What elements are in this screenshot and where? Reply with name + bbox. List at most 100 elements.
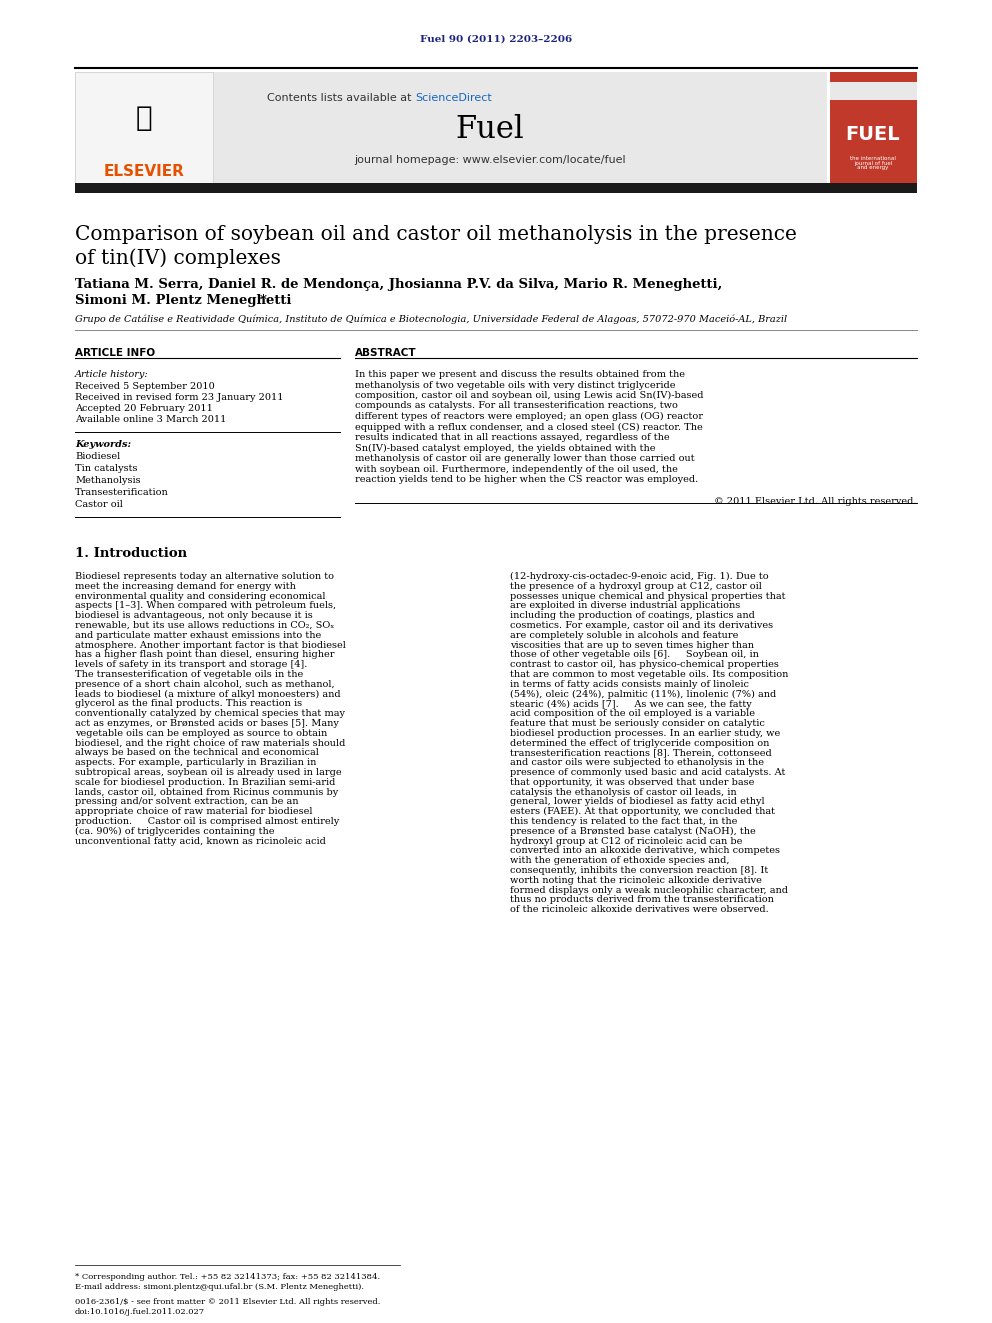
Text: (12-hydroxy-cis-octadec-9-enoic acid, Fig. 1). Due to: (12-hydroxy-cis-octadec-9-enoic acid, Fi… bbox=[510, 572, 769, 581]
Bar bbox=[830, 82, 917, 101]
Text: Received 5 September 2010: Received 5 September 2010 bbox=[75, 382, 214, 392]
Text: and castor oils were subjected to ethanolysis in the: and castor oils were subjected to ethano… bbox=[510, 758, 764, 767]
Text: The transesterification of vegetable oils in the: The transesterification of vegetable oil… bbox=[75, 669, 304, 679]
Text: esters (FAEE). At that opportunity, we concluded that: esters (FAEE). At that opportunity, we c… bbox=[510, 807, 775, 816]
Text: of the ricinoleic alkoxide derivatives were observed.: of the ricinoleic alkoxide derivatives w… bbox=[510, 905, 769, 914]
Text: Tatiana M. Serra, Daniel R. de Mendonça, Jhosianna P.V. da Silva, Mario R. Meneg: Tatiana M. Serra, Daniel R. de Mendonça,… bbox=[75, 278, 722, 291]
Text: Accepted 20 February 2011: Accepted 20 February 2011 bbox=[75, 404, 213, 413]
Text: renewable, but its use allows reductions in CO₂, SOₓ: renewable, but its use allows reductions… bbox=[75, 620, 334, 630]
Text: in terms of fatty acids consists mainly of linoleic: in terms of fatty acids consists mainly … bbox=[510, 680, 749, 689]
Text: levels of safety in its transport and storage [4].: levels of safety in its transport and st… bbox=[75, 660, 308, 669]
Text: meet the increasing demand for energy with: meet the increasing demand for energy wi… bbox=[75, 582, 296, 591]
Text: production.     Castor oil is comprised almost entirely: production. Castor oil is comprised almo… bbox=[75, 818, 339, 826]
Text: methanolysis of two vegetable oils with very distinct triglyceride: methanolysis of two vegetable oils with … bbox=[355, 381, 676, 389]
Text: presence of a Brønsted base catalyst (NaOH), the: presence of a Brønsted base catalyst (Na… bbox=[510, 827, 756, 836]
Text: subtropical areas, soybean oil is already used in large: subtropical areas, soybean oil is alread… bbox=[75, 767, 341, 777]
Text: In this paper we present and discuss the results obtained from the: In this paper we present and discuss the… bbox=[355, 370, 685, 378]
Text: act as enzymes, or Brønsted acids or bases [5]. Many: act as enzymes, or Brønsted acids or bas… bbox=[75, 718, 339, 728]
Text: Biodiesel: Biodiesel bbox=[75, 452, 120, 460]
Text: this tendency is related to the fact that, in the: this tendency is related to the fact tha… bbox=[510, 818, 737, 826]
Text: always be based on the technical and economical: always be based on the technical and eco… bbox=[75, 749, 318, 757]
Text: worth noting that the ricinoleic alkoxide derivative: worth noting that the ricinoleic alkoxid… bbox=[510, 876, 762, 885]
Text: Grupo de Catálise e Reatividade Química, Instituto de Química e Biotecnologia, U: Grupo de Catálise e Reatividade Química,… bbox=[75, 315, 787, 324]
Text: 🌳: 🌳 bbox=[136, 105, 153, 132]
Text: Fuel 90 (2011) 2203–2206: Fuel 90 (2011) 2203–2206 bbox=[420, 34, 572, 44]
Text: the international: the international bbox=[850, 156, 896, 160]
Text: feature that must be seriously consider on catalytic: feature that must be seriously consider … bbox=[510, 718, 765, 728]
Bar bbox=[830, 71, 917, 185]
Text: transesterification reactions [8]. Therein, cottonseed: transesterification reactions [8]. There… bbox=[510, 749, 772, 757]
Text: including the production of coatings, plastics and: including the production of coatings, pl… bbox=[510, 611, 755, 620]
Text: biodiesel is advantageous, not only because it is: biodiesel is advantageous, not only beca… bbox=[75, 611, 312, 620]
Text: and energy: and energy bbox=[857, 165, 889, 171]
Text: results indicated that in all reactions assayed, regardless of the: results indicated that in all reactions … bbox=[355, 433, 670, 442]
Text: Article history:: Article history: bbox=[75, 370, 149, 378]
Text: environmental quality and considering economical: environmental quality and considering ec… bbox=[75, 591, 325, 601]
Text: Available online 3 March 2011: Available online 3 March 2011 bbox=[75, 415, 226, 423]
Text: contrast to castor oil, has physico-chemical properties: contrast to castor oil, has physico-chem… bbox=[510, 660, 779, 669]
Text: ELSEVIER: ELSEVIER bbox=[103, 164, 185, 180]
Text: *: * bbox=[260, 294, 267, 307]
Text: presence of commonly used basic and acid catalysts. At: presence of commonly used basic and acid… bbox=[510, 767, 786, 777]
Text: appropriate choice of raw material for biodiesel: appropriate choice of raw material for b… bbox=[75, 807, 312, 816]
Text: Biodiesel represents today an alternative solution to: Biodiesel represents today an alternativ… bbox=[75, 572, 334, 581]
Text: thus no products derived from the transesterification: thus no products derived from the transe… bbox=[510, 896, 774, 905]
Text: Tin catalysts: Tin catalysts bbox=[75, 464, 138, 474]
Text: stearic (4%) acids [7].     As we can see, the fatty: stearic (4%) acids [7]. As we can see, t… bbox=[510, 700, 752, 709]
Bar bbox=[75, 71, 213, 185]
Text: 1. Introduction: 1. Introduction bbox=[75, 546, 187, 560]
Text: biodiesel production processes. In an earlier study, we: biodiesel production processes. In an ea… bbox=[510, 729, 781, 738]
Text: Simoni M. Plentz Meneghetti: Simoni M. Plentz Meneghetti bbox=[75, 294, 292, 307]
Text: biodiesel, and the right choice of raw materials should: biodiesel, and the right choice of raw m… bbox=[75, 738, 345, 747]
Text: that opportunity, it was observed that under base: that opportunity, it was observed that u… bbox=[510, 778, 754, 787]
Text: formed displays only a weak nucleophilic character, and: formed displays only a weak nucleophilic… bbox=[510, 885, 788, 894]
Text: those of other vegetable oils [6].     Soybean oil, in: those of other vegetable oils [6]. Soybe… bbox=[510, 651, 759, 659]
Text: general, lower yields of biodiesel as fatty acid ethyl: general, lower yields of biodiesel as fa… bbox=[510, 798, 765, 807]
Text: 0016-2361/$ - see front matter © 2011 Elsevier Ltd. All rights reserved.: 0016-2361/$ - see front matter © 2011 El… bbox=[75, 1298, 380, 1306]
Text: cosmetics. For example, castor oil and its derivatives: cosmetics. For example, castor oil and i… bbox=[510, 620, 773, 630]
Text: with soybean oil. Furthermore, independently of the oil used, the: with soybean oil. Furthermore, independe… bbox=[355, 464, 678, 474]
Bar bbox=[75, 183, 917, 193]
Text: equipped with a reflux condenser, and a closed steel (CS) reactor. The: equipped with a reflux condenser, and a … bbox=[355, 422, 702, 431]
Text: ARTICLE INFO: ARTICLE INFO bbox=[75, 348, 155, 359]
Text: of tin(IV) complexes: of tin(IV) complexes bbox=[75, 247, 281, 267]
Text: unconventional fatty acid, known as ricinoleic acid: unconventional fatty acid, known as rici… bbox=[75, 836, 326, 845]
Text: leads to biodiesel (a mixture of alkyl monoesters) and: leads to biodiesel (a mixture of alkyl m… bbox=[75, 689, 340, 699]
Text: catalysis the ethanolysis of castor oil leads, in: catalysis the ethanolysis of castor oil … bbox=[510, 787, 737, 796]
Text: composition, castor oil and soybean oil, using Lewis acid Sn(IV)-based: composition, castor oil and soybean oil,… bbox=[355, 392, 703, 400]
Text: determined the effect of triglyceride composition on: determined the effect of triglyceride co… bbox=[510, 738, 770, 747]
Text: possesses unique chemical and physical properties that: possesses unique chemical and physical p… bbox=[510, 591, 786, 601]
Text: Methanolysis: Methanolysis bbox=[75, 476, 141, 486]
Text: different types of reactors were employed; an open glass (OG) reactor: different types of reactors were employe… bbox=[355, 411, 703, 421]
Text: are completely soluble in alcohols and feature: are completely soluble in alcohols and f… bbox=[510, 631, 738, 640]
Text: acid composition of the oil employed is a variable: acid composition of the oil employed is … bbox=[510, 709, 755, 718]
Text: has a higher flash point than diesel, ensuring higher: has a higher flash point than diesel, en… bbox=[75, 651, 334, 659]
Text: journal of fuel: journal of fuel bbox=[854, 160, 892, 165]
Text: presence of a short chain alcohol, such as methanol,: presence of a short chain alcohol, such … bbox=[75, 680, 334, 689]
Text: methanolysis of castor oil are generally lower than those carried out: methanolysis of castor oil are generally… bbox=[355, 454, 694, 463]
Text: * Corresponding author. Tel.: +55 82 32141373; fax: +55 82 32141384.: * Corresponding author. Tel.: +55 82 321… bbox=[75, 1273, 380, 1281]
Text: pressing and/or solvent extraction, can be an: pressing and/or solvent extraction, can … bbox=[75, 798, 299, 807]
Text: and particulate matter exhaust emissions into the: and particulate matter exhaust emissions… bbox=[75, 631, 321, 640]
Text: atmosphere. Another important factor is that biodiesel: atmosphere. Another important factor is … bbox=[75, 640, 346, 650]
Text: FUEL: FUEL bbox=[846, 126, 901, 144]
Text: Sn(IV)-based catalyst employed, the yields obtained with the: Sn(IV)-based catalyst employed, the yiel… bbox=[355, 443, 656, 452]
Text: (54%), oleic (24%), palmitic (11%), linolenic (7%) and: (54%), oleic (24%), palmitic (11%), lino… bbox=[510, 689, 777, 699]
Text: Received in revised form 23 January 2011: Received in revised form 23 January 2011 bbox=[75, 393, 284, 402]
Text: Fuel: Fuel bbox=[455, 115, 525, 146]
Text: Castor oil: Castor oil bbox=[75, 500, 123, 509]
Text: vegetable oils can be employed as source to obtain: vegetable oils can be employed as source… bbox=[75, 729, 327, 738]
Text: reaction yields tend to be higher when the CS reactor was employed.: reaction yields tend to be higher when t… bbox=[355, 475, 698, 484]
Text: journal homepage: www.elsevier.com/locate/fuel: journal homepage: www.elsevier.com/locat… bbox=[354, 155, 626, 165]
Text: aspects. For example, particularly in Brazilian in: aspects. For example, particularly in Br… bbox=[75, 758, 316, 767]
Text: that are common to most vegetable oils. Its composition: that are common to most vegetable oils. … bbox=[510, 669, 789, 679]
Text: aspects [1–3]. When compared with petroleum fuels,: aspects [1–3]. When compared with petrol… bbox=[75, 602, 336, 610]
Text: scale for biodiesel production. In Brazilian semi-arid: scale for biodiesel production. In Brazi… bbox=[75, 778, 335, 787]
Text: the presence of a hydroxyl group at C12, castor oil: the presence of a hydroxyl group at C12,… bbox=[510, 582, 762, 591]
Text: ABSTRACT: ABSTRACT bbox=[355, 348, 417, 359]
Text: Comparison of soybean oil and castor oil methanolysis in the presence: Comparison of soybean oil and castor oil… bbox=[75, 225, 797, 243]
Bar bbox=[75, 71, 827, 185]
Text: are exploited in diverse industrial applications: are exploited in diverse industrial appl… bbox=[510, 602, 740, 610]
Text: compounds as catalysts. For all transesterification reactions, two: compounds as catalysts. For all transest… bbox=[355, 401, 678, 410]
Text: glycerol as the final products. This reaction is: glycerol as the final products. This rea… bbox=[75, 700, 303, 708]
